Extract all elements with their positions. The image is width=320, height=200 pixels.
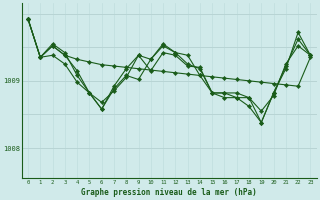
X-axis label: Graphe pression niveau de la mer (hPa): Graphe pression niveau de la mer (hPa) xyxy=(81,188,257,197)
